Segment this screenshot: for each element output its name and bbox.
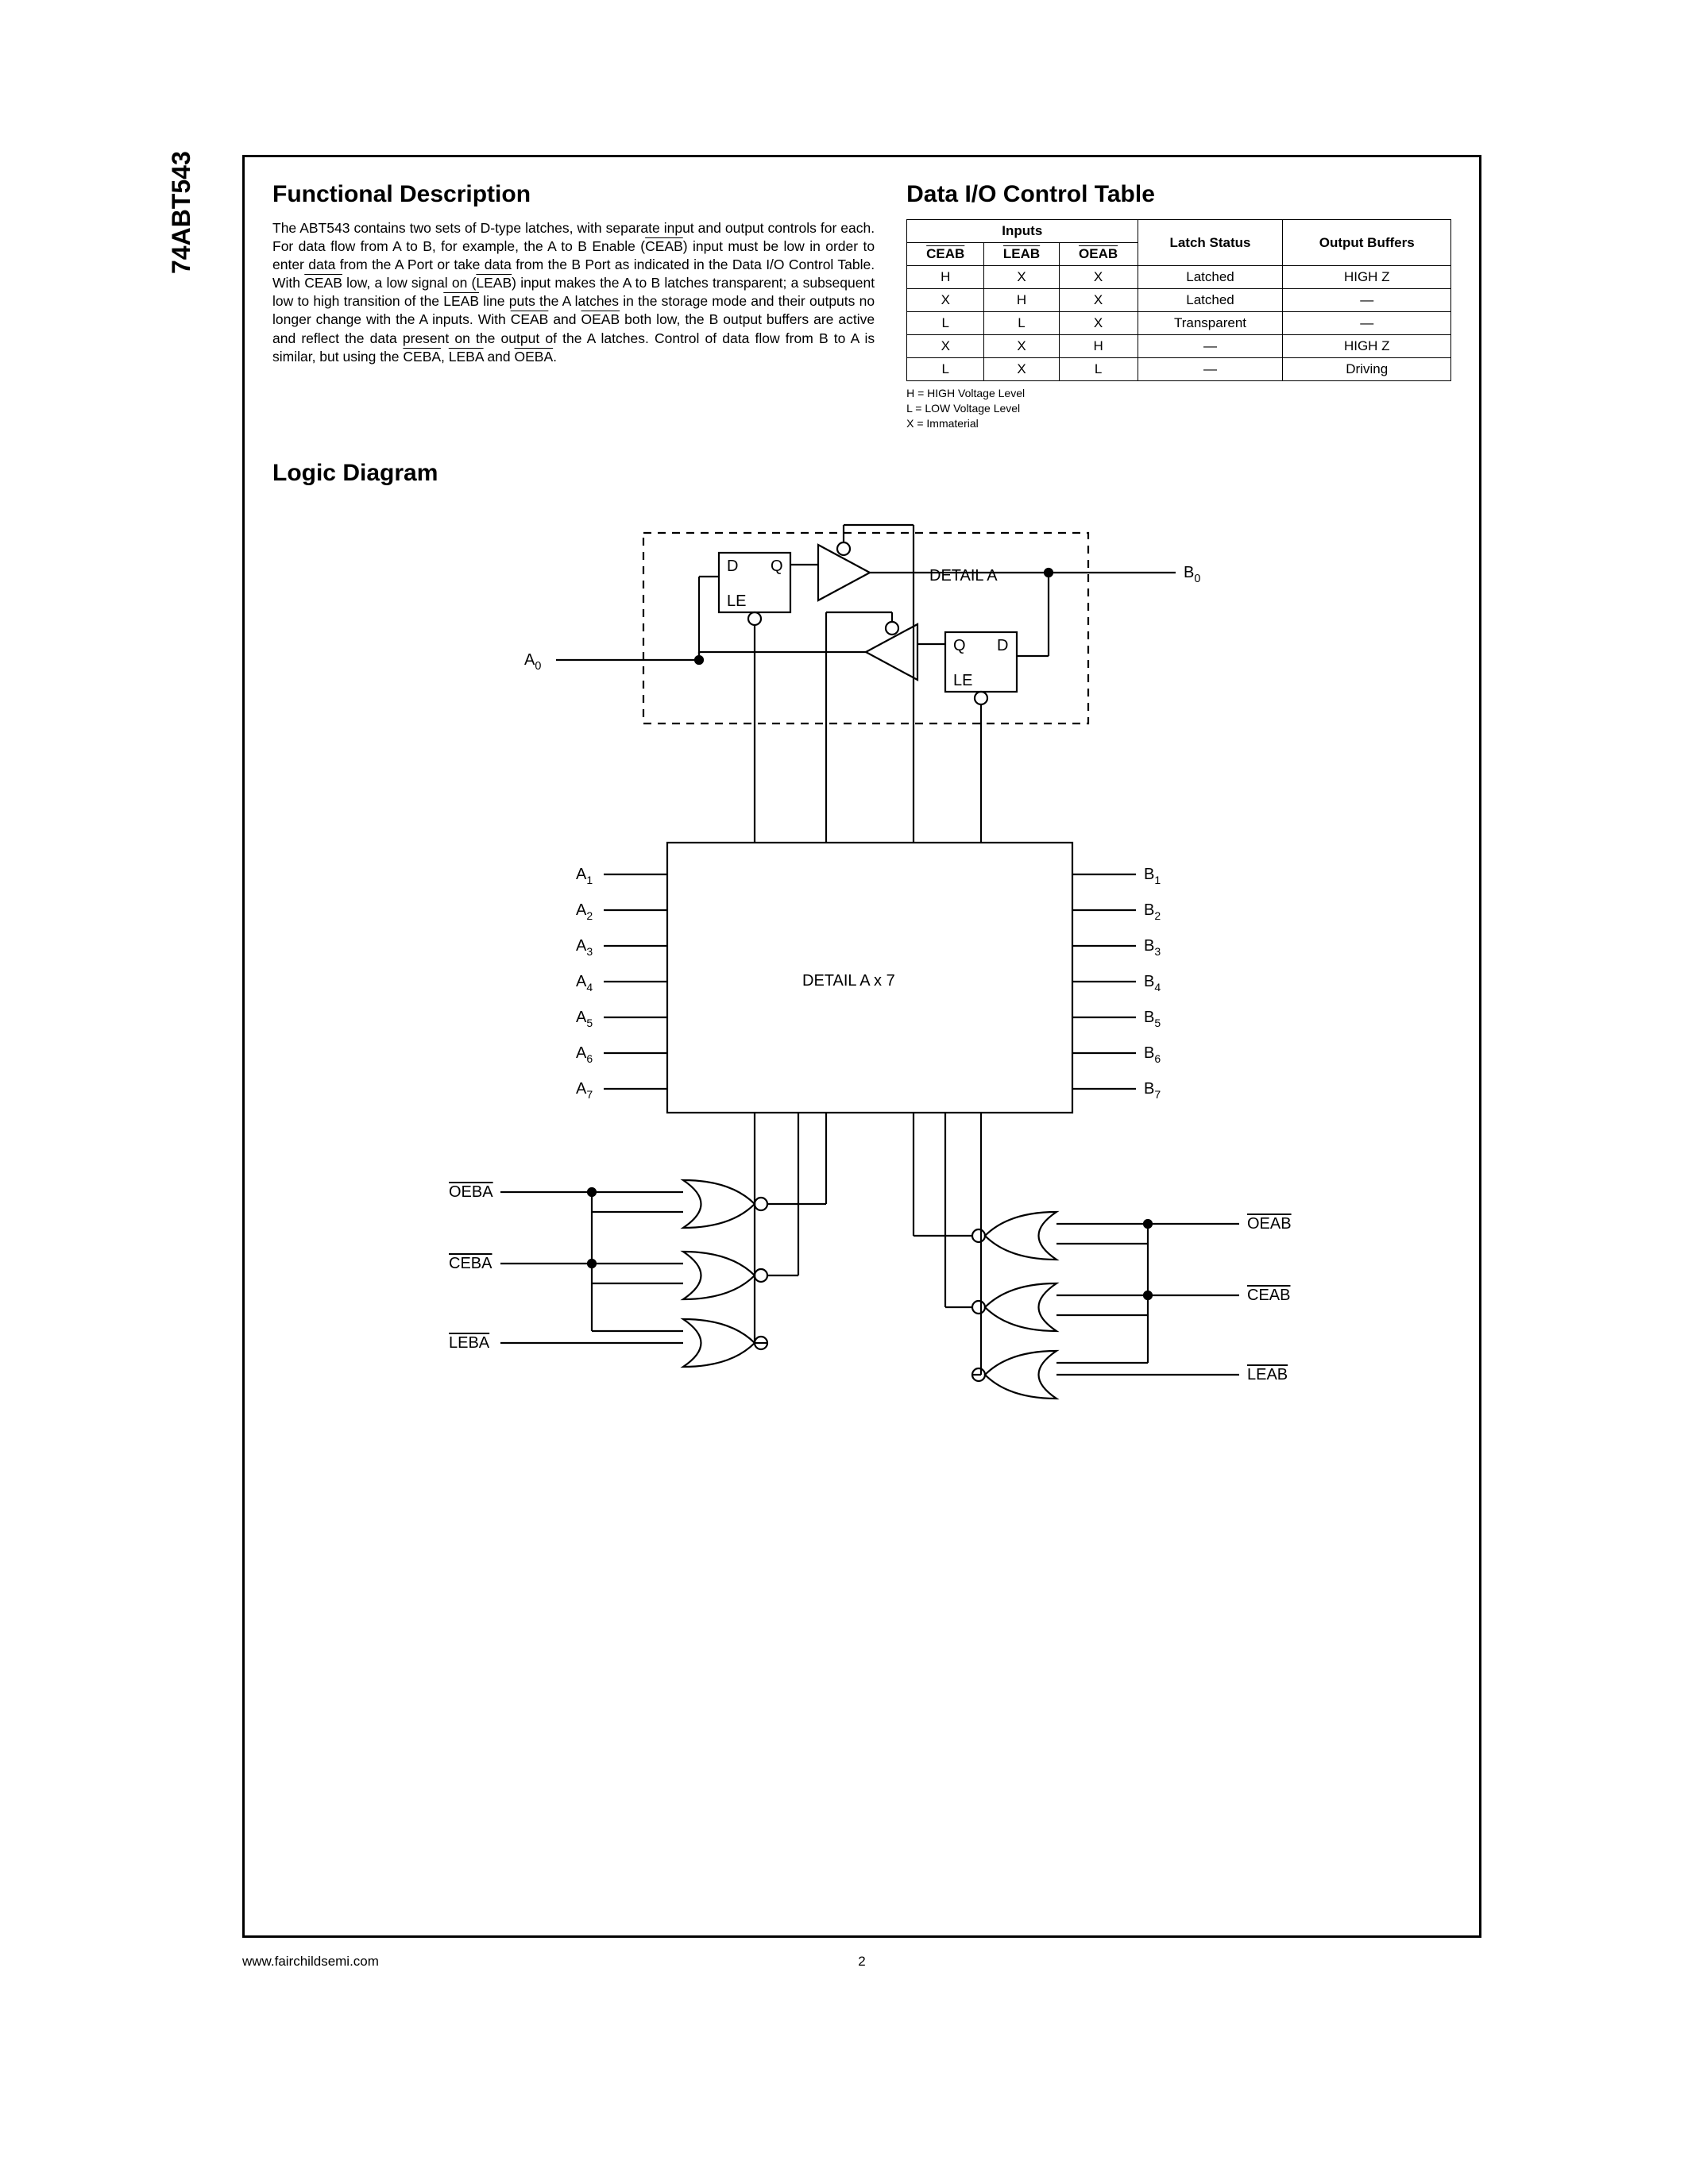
footer-page-number: 2: [655, 1954, 1068, 1970]
table-row: XHXLatched—: [907, 289, 1451, 312]
logic-diagram: DETAIL A A0 D Q LE: [405, 501, 1319, 1454]
svg-text:A4: A4: [576, 973, 593, 994]
part-number-side: 74ABT543: [167, 151, 196, 274]
svg-text:B5: B5: [1144, 1009, 1161, 1029]
svg-text:A6: A6: [576, 1044, 593, 1065]
io-table-legend: H = HIGH Voltage Level L = LOW Voltage L…: [906, 386, 1451, 431]
table-row: HXXLatchedHIGH Z: [907, 266, 1451, 289]
functional-description-heading: Functional Description: [272, 181, 875, 208]
svg-text:B2: B2: [1144, 901, 1161, 922]
svg-text:B6: B6: [1144, 1044, 1161, 1065]
page-footer: www.fairchildsemi.com 2: [242, 1954, 1481, 1970]
svg-text:B0: B0: [1184, 564, 1200, 585]
svg-text:A7: A7: [576, 1080, 593, 1101]
svg-text:B4: B4: [1144, 973, 1161, 994]
svg-text:Q: Q: [953, 637, 966, 654]
svg-text:Q: Q: [771, 558, 783, 575]
table-row: LLXTransparent—: [907, 312, 1451, 335]
svg-text:A3: A3: [576, 937, 593, 958]
table-row: LXL—Driving: [907, 358, 1451, 381]
svg-text:LE: LE: [953, 672, 972, 689]
svg-text:B3: B3: [1144, 937, 1161, 958]
logic-diagram-heading: Logic Diagram: [272, 460, 1451, 487]
table-row: XXH—HIGH Z: [907, 335, 1451, 358]
io-table-output-header: Output Buffers: [1283, 220, 1451, 266]
svg-text:A5: A5: [576, 1009, 593, 1029]
io-col-leab: LEAB: [984, 243, 1059, 266]
svg-text:CEBA: CEBA: [449, 1255, 492, 1272]
svg-text:OEBA: OEBA: [449, 1183, 493, 1201]
svg-text:A0: A0: [524, 651, 541, 673]
svg-text:LEBA: LEBA: [449, 1334, 490, 1352]
svg-text:D: D: [727, 558, 738, 575]
svg-text:D: D: [997, 637, 1008, 654]
svg-text:A1: A1: [576, 866, 593, 886]
functional-description-body: The ABT543 contains two sets of D-type l…: [272, 219, 875, 366]
io-col-oeab: OEAB: [1059, 243, 1138, 266]
svg-text:CEAB: CEAB: [1247, 1287, 1290, 1304]
svg-text:OEAB: OEAB: [1247, 1215, 1292, 1233]
svg-text:DETAIL A: DETAIL A: [929, 567, 998, 585]
page-frame: Functional Description The ABT543 contai…: [242, 155, 1481, 1938]
svg-text:B7: B7: [1144, 1080, 1161, 1101]
io-table-latch-header: Latch Status: [1138, 220, 1283, 266]
svg-text:B1: B1: [1144, 866, 1161, 886]
svg-text:A2: A2: [576, 901, 593, 922]
footer-url: www.fairchildsemi.com: [242, 1954, 655, 1970]
io-col-ceab: CEAB: [907, 243, 984, 266]
io-control-table: Inputs Latch Status Output Buffers CEAB …: [906, 219, 1451, 381]
svg-text:LEAB: LEAB: [1247, 1366, 1288, 1383]
svg-text:DETAIL A x 7: DETAIL A x 7: [802, 972, 895, 990]
io-table-inputs-header: Inputs: [907, 220, 1138, 243]
svg-text:LE: LE: [727, 592, 746, 610]
io-table-heading: Data I/O Control Table: [906, 181, 1451, 208]
